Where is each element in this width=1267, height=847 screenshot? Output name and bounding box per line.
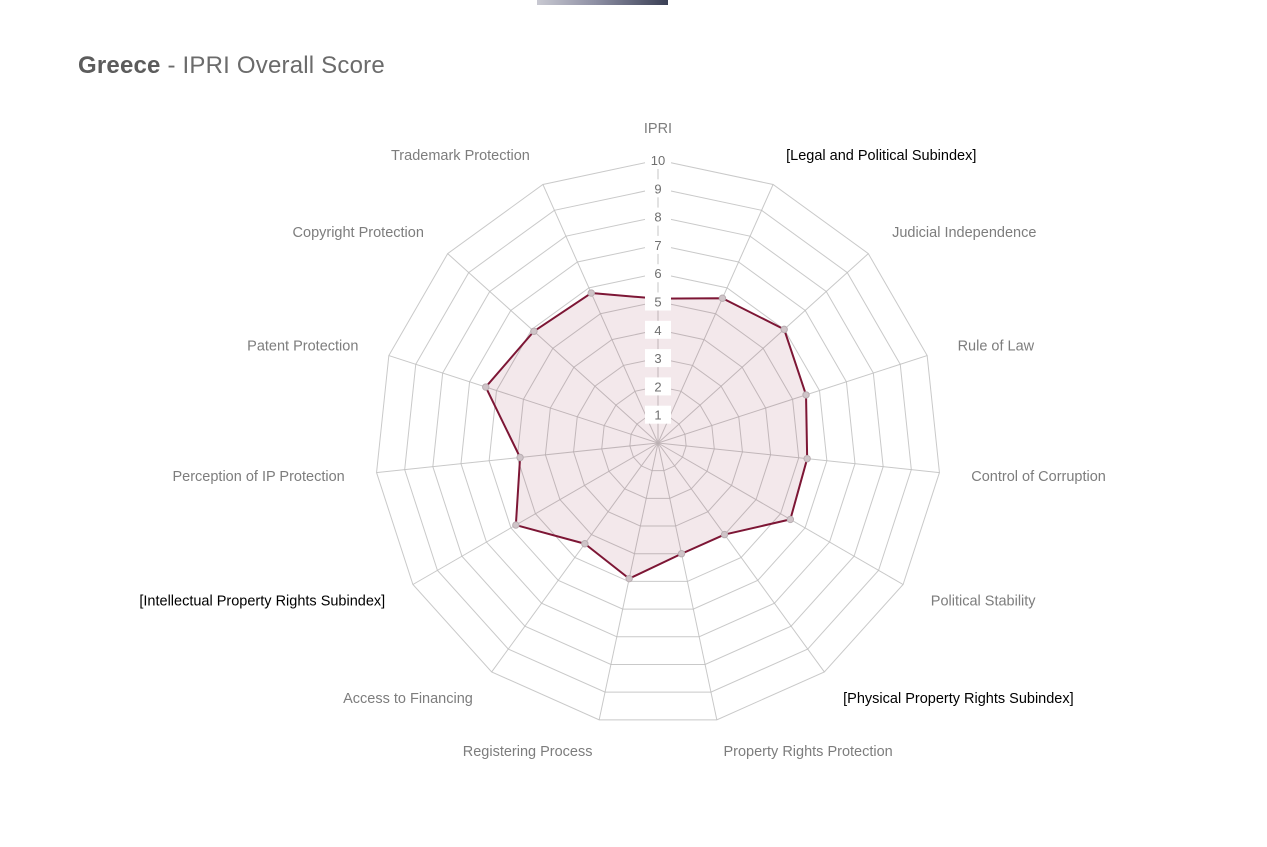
axis-category-label: IPRI — [644, 121, 672, 137]
tick-label-backdrop — [645, 292, 671, 311]
grid-spoke — [542, 184, 659, 444]
tick-label-backdrop — [645, 207, 671, 226]
axis-category-label: Trademark Protection — [391, 148, 530, 164]
page-title-suffix: - IPRI Overall Score — [160, 52, 385, 80]
radial-tick-label: 5 — [654, 295, 661, 310]
radial-tick-label: 6 — [654, 266, 661, 281]
radial-tick-label: 1 — [654, 408, 661, 423]
grid-spoke — [657, 442, 825, 673]
radial-tick-label: 3 — [654, 351, 661, 366]
radial-tick-label: 2 — [654, 379, 661, 394]
tick-label-backdrop — [645, 320, 671, 339]
grid-spoke — [412, 442, 659, 585]
axis-category-label: Copyright Protection — [293, 225, 424, 241]
radial-tick-label: 4 — [654, 323, 661, 338]
grid-ring — [516, 300, 800, 582]
series-data-point[interactable] — [587, 289, 595, 297]
grid-ring — [629, 414, 687, 472]
page-title: Greece - IPRI Overall Score — [78, 52, 385, 80]
tick-label-backdrop — [645, 179, 671, 198]
axis-category-label: [Physical Property Rights Subindex] — [843, 691, 1074, 707]
grid-ring — [432, 216, 884, 665]
axis-category-label: Perception of IP Protection — [172, 469, 344, 485]
grid-ring — [573, 357, 743, 527]
series-polygon — [484, 292, 809, 580]
grid-ring — [404, 187, 912, 693]
axis-category-label: Political Stability — [931, 594, 1037, 610]
axis-category-label: Patent Protection — [247, 339, 358, 355]
series-data-point[interactable] — [720, 530, 729, 539]
axis-category-label: [Intellectual Property Rights Subindex] — [139, 594, 385, 610]
tick-label-backdrop — [645, 405, 671, 424]
grid-ring — [488, 272, 828, 610]
series-data-point[interactable] — [530, 327, 538, 335]
grid-spoke — [491, 442, 659, 673]
tick-label-backdrop — [645, 235, 671, 254]
series-data-point[interactable] — [718, 294, 727, 302]
radial-tick-label: 10 — [651, 153, 665, 168]
grid-spoke — [657, 442, 904, 585]
grid-ring — [601, 385, 715, 499]
series-data-point[interactable] — [802, 391, 810, 399]
axis-category-label: Access to Financing — [343, 691, 473, 707]
series-data-point[interactable] — [780, 325, 788, 334]
axis-category-label: Judicial Independence — [892, 225, 1036, 241]
radial-tick-label: 9 — [654, 181, 661, 196]
grid-ring — [376, 159, 940, 721]
axis-category-label: [Legal and Political Subindex] — [786, 148, 976, 164]
series-data-point[interactable] — [516, 453, 524, 462]
axis-category-label: Registering Process — [463, 744, 593, 760]
series-data-point[interactable] — [512, 521, 520, 529]
series-data-point[interactable] — [625, 574, 633, 583]
grid-spoke — [657, 442, 718, 720]
radial-tick-label: 8 — [654, 210, 661, 225]
radar-series-layer — [482, 289, 811, 583]
grid-ring — [460, 244, 856, 638]
grid-spoke — [657, 355, 928, 444]
axis-category-label: Rule of Law — [958, 339, 1035, 355]
grid-spoke — [657, 253, 869, 444]
tick-label-backdrop — [645, 151, 671, 169]
series-data-point[interactable] — [803, 454, 811, 463]
page-title-country: Greece — [78, 52, 161, 80]
grid-spoke — [447, 253, 659, 444]
grid-spoke — [657, 184, 774, 444]
radar-tick-labels: 1 2 3 4 5 6 7 8 9 10 — [645, 151, 671, 424]
series-data-point[interactable] — [677, 550, 686, 558]
radial-tick-label: 7 — [654, 238, 661, 253]
tick-label-backdrop — [645, 377, 671, 396]
grid-spoke — [657, 442, 940, 474]
radar-axis-labels: IPRI [Legal and Political Subindex] Judici… — [139, 121, 1105, 760]
axis-category-label: Property Rights Protection — [723, 744, 892, 760]
series-data-point[interactable] — [482, 383, 490, 391]
grid-spoke — [388, 355, 659, 444]
grid-ring — [544, 329, 772, 555]
tick-label-backdrop — [645, 349, 671, 368]
axis-category-label: Control of Corruption — [971, 469, 1106, 485]
series-data-point[interactable] — [786, 515, 795, 524]
radar-gridlines — [376, 159, 940, 721]
series-data-point[interactable] — [581, 540, 589, 548]
tick-label-backdrop — [645, 264, 671, 283]
top-strip-decoration — [537, 0, 668, 5]
